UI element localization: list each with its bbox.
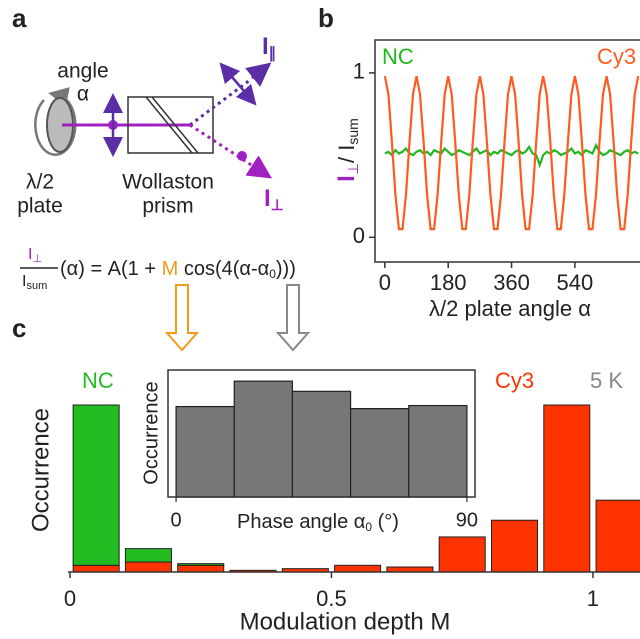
- bar: [233, 380, 294, 498]
- x-axis-label: λ/2 plate angle α: [429, 296, 591, 321]
- label: angle: [57, 60, 108, 83]
- bar: [386, 566, 434, 573]
- label: ))): [276, 258, 296, 280]
- legend-label: Cy3: [597, 44, 636, 69]
- x-tick-label: 0: [64, 586, 76, 611]
- panel-b: 0 180 360 540 0 1 λ/2 plate angle α I⊥/ Isum NC C…: [333, 39, 640, 321]
- label: (°): [372, 511, 399, 533]
- label: Wollaston: [122, 171, 214, 194]
- legend-label: Cy3: [495, 368, 534, 393]
- label: sum: [345, 118, 361, 144]
- legend-label: NC: [382, 44, 414, 69]
- bar: [595, 499, 640, 573]
- label: I: [333, 175, 360, 182]
- label: I⊥: [264, 185, 284, 214]
- label: ⊥: [345, 163, 361, 175]
- bar: [175, 405, 235, 498]
- y-axis-label: Occurrence: [27, 408, 54, 532]
- panel-c: 0 0.5 1 Modulation depth M Occurrence NC Cy3 5 …: [27, 368, 640, 635]
- label: ∥: [269, 45, 277, 62]
- formula: (α) = A(1 + M cos(4(α-α0))): [60, 258, 296, 281]
- bar: [124, 548, 172, 563]
- label: ⊥: [271, 197, 284, 214]
- label: prism: [142, 195, 193, 218]
- label: M: [162, 258, 179, 280]
- x-tick-label: 0: [171, 509, 182, 531]
- bar: [408, 404, 468, 498]
- label: 0: [365, 520, 372, 534]
- label: I: [22, 273, 26, 290]
- bar: [490, 519, 539, 573]
- label: λ/2: [26, 171, 54, 194]
- bar: [291, 390, 352, 498]
- y-axis-label: Occurrence: [140, 381, 162, 484]
- formula: Isum: [22, 273, 47, 292]
- label: I: [264, 185, 271, 212]
- line-series: [383, 75, 640, 231]
- label: cos(4(α-α: [178, 258, 269, 280]
- bar: [177, 564, 225, 573]
- panel-label: c: [12, 313, 26, 343]
- annotation: 5 K: [590, 368, 623, 393]
- label: I: [262, 33, 269, 60]
- bar: [72, 404, 120, 566]
- bar: [72, 564, 120, 573]
- bar: [177, 563, 225, 566]
- bar: [543, 404, 591, 573]
- legend-label: NC: [82, 368, 114, 393]
- x-axis-label: Phase angle α0 (°): [237, 511, 399, 534]
- label: / I: [334, 145, 359, 163]
- line-series: [384, 142, 639, 169]
- y-axis-label: I⊥/ Isum: [333, 118, 360, 182]
- bar: [349, 408, 410, 498]
- label: plate: [17, 195, 63, 218]
- x-tick-label: 540: [557, 270, 594, 295]
- bar: [334, 564, 382, 573]
- label: I: [28, 246, 32, 263]
- x-axis-label: Modulation depth M: [240, 608, 451, 635]
- formula: I⊥: [28, 246, 42, 265]
- y-tick-label: 1: [353, 59, 365, 84]
- label: (α) = A(1 +: [60, 258, 162, 280]
- x-tick-label: 180: [430, 270, 467, 295]
- x-tick-label: 1: [587, 586, 599, 611]
- label: sum: [26, 280, 47, 292]
- label: Phase angle α: [237, 511, 365, 533]
- label: 0: [269, 267, 276, 281]
- bar: [438, 536, 486, 573]
- label: α: [77, 83, 89, 106]
- label: ⊥: [32, 253, 42, 265]
- x-tick-label: 360: [493, 270, 530, 295]
- axis-frame: [374, 39, 640, 263]
- setup-diagram: [20, 62, 311, 352]
- x-tick-label: 0: [379, 270, 391, 295]
- panel-label: b: [318, 3, 334, 33]
- label: I∥: [262, 33, 276, 62]
- y-tick-label: 0: [353, 223, 365, 248]
- panel-label: a: [12, 3, 27, 33]
- bar: [124, 561, 172, 573]
- x-tick-label: 0.5: [316, 586, 347, 611]
- x-tick-label: 90: [456, 509, 478, 531]
